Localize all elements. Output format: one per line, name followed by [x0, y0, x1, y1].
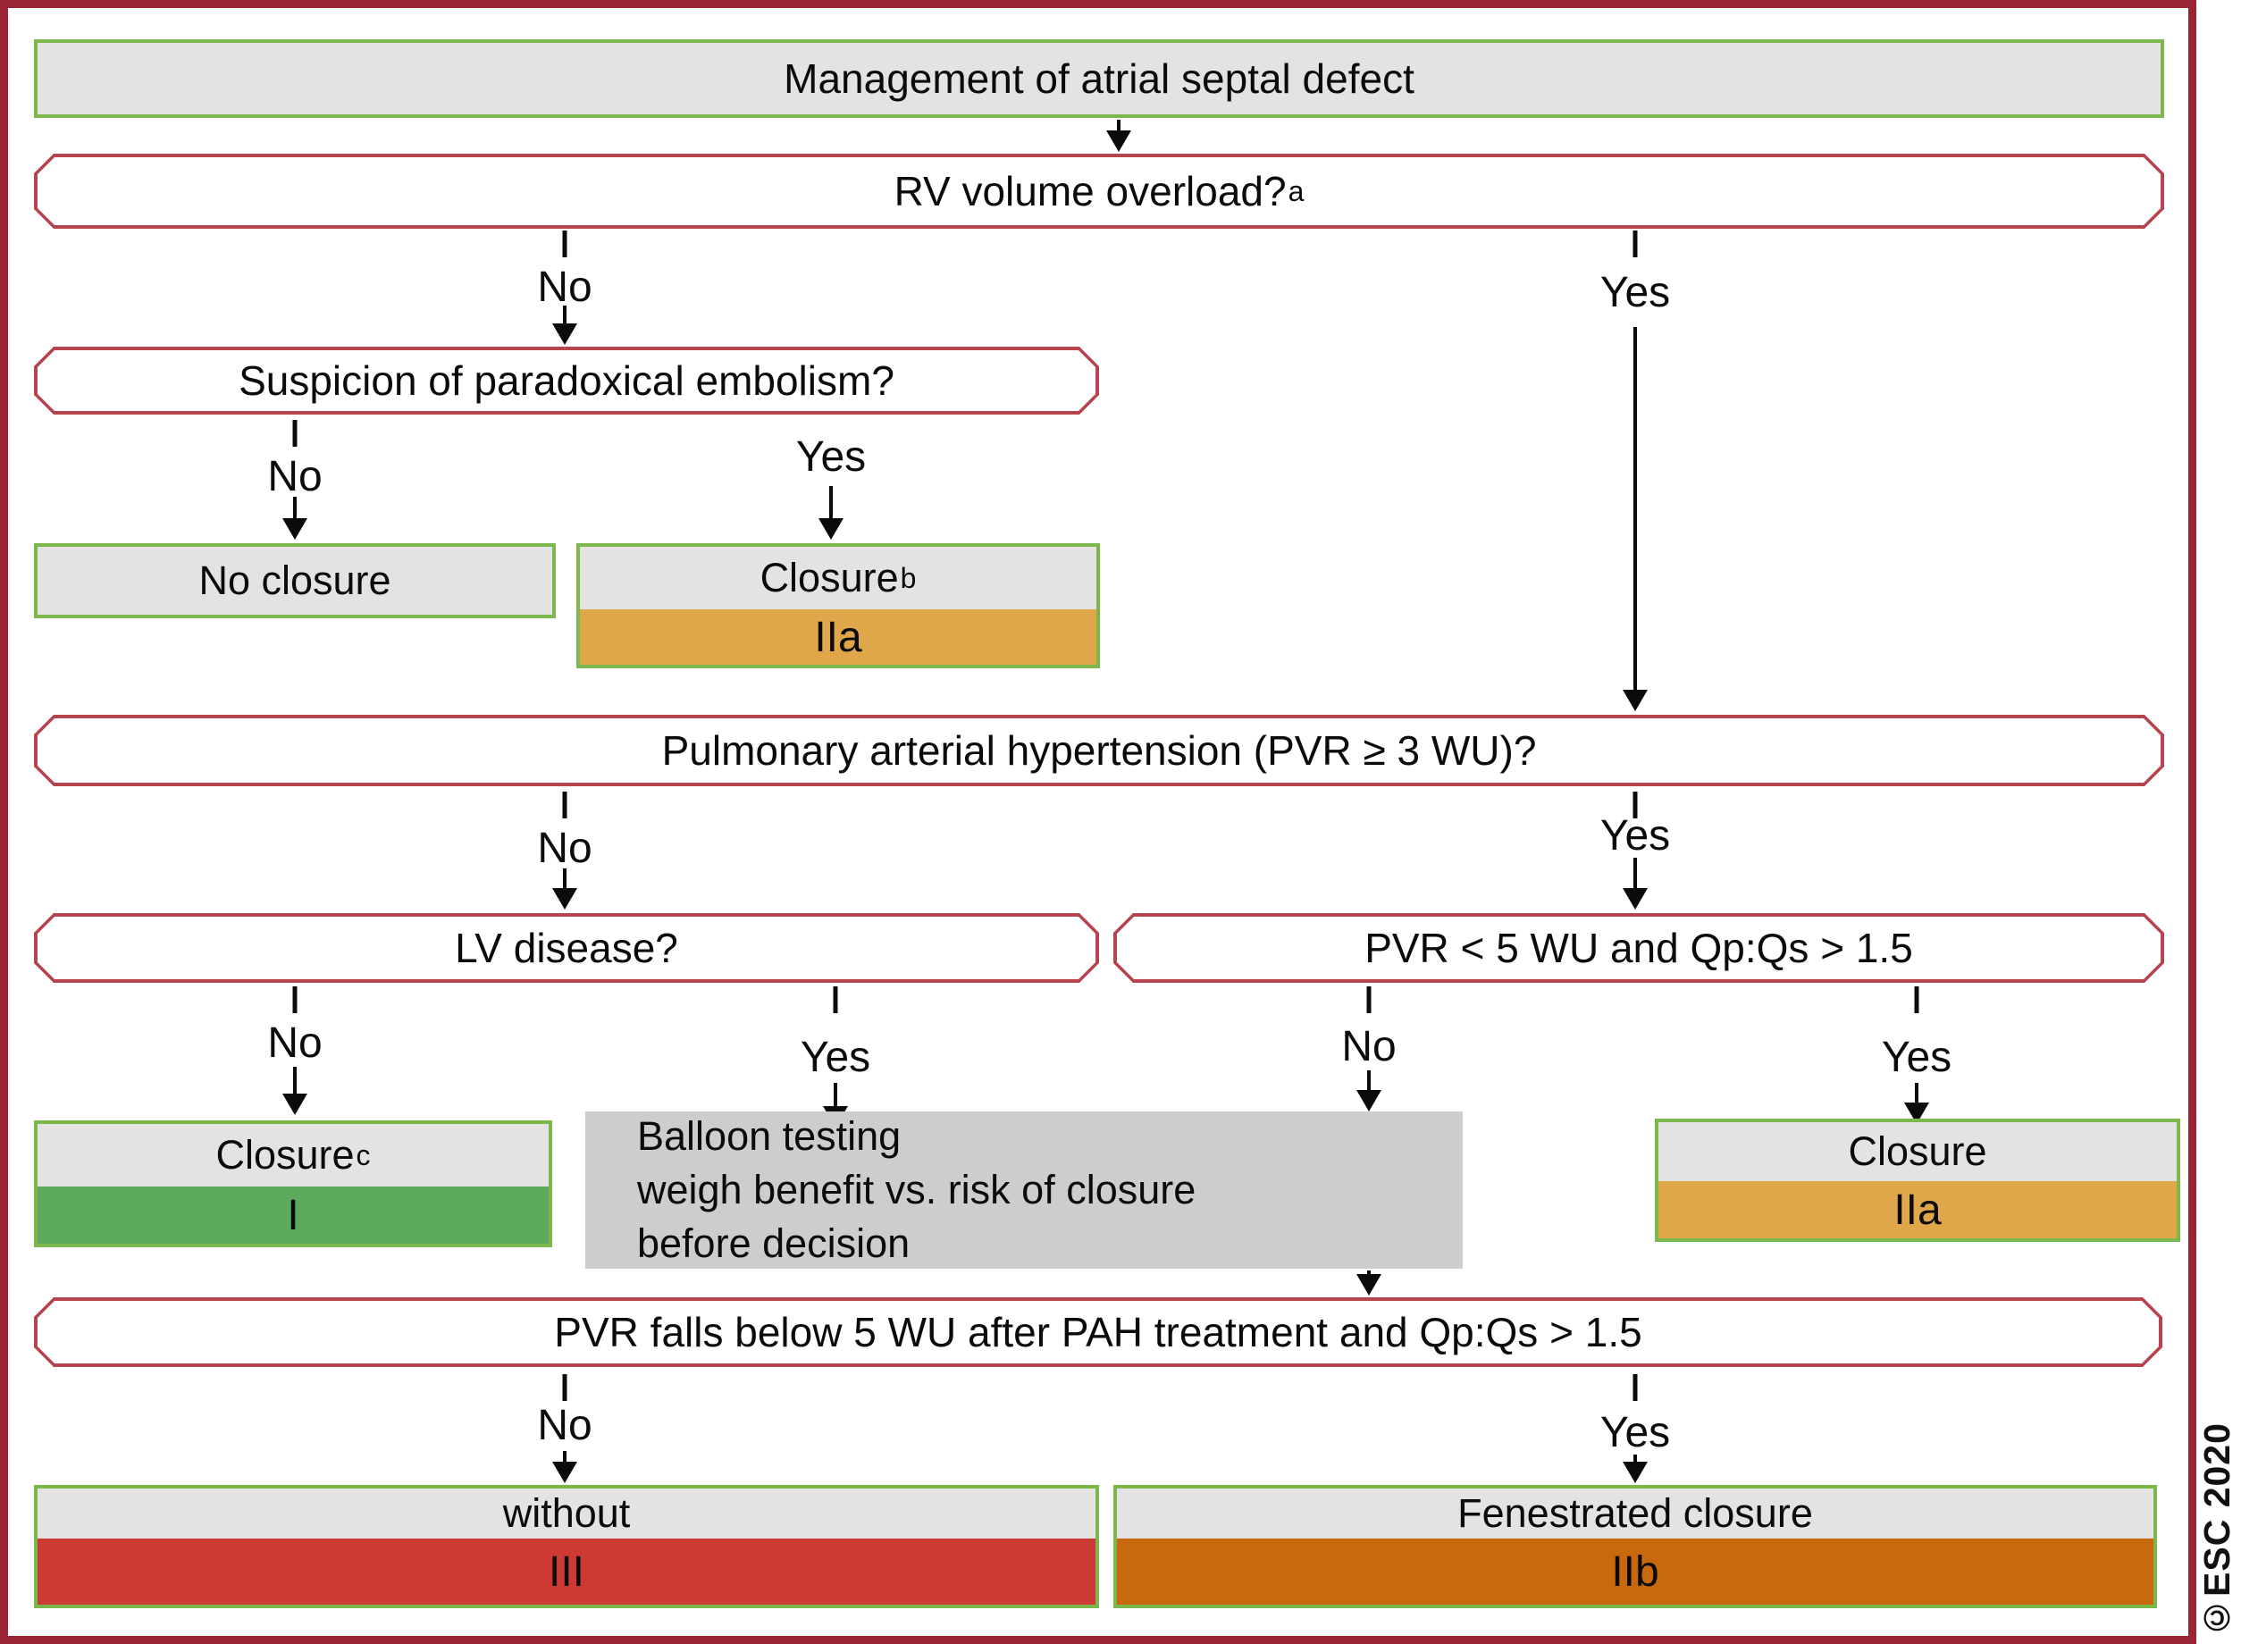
- balloon-line-1: Balloon testing: [637, 1113, 902, 1159]
- closure-c-text: Closure c: [215, 1132, 371, 1178]
- class-badge-IIa: IIa: [1658, 1181, 2177, 1238]
- arrow-balloon-to-pvrfalls: [1356, 1270, 1382, 1296]
- pvr5-question-box: PVR < 5 WU and Qp:Qs > 1.5: [1113, 913, 2164, 983]
- class-badge-IIb: IIb: [1117, 1539, 2153, 1605]
- fenestrated-closure-box: Fenestrated closure IIb: [1113, 1485, 2157, 1608]
- dashed-tick: [562, 231, 567, 257]
- branch-label-no-pvrfalls: No: [537, 1402, 592, 1449]
- branch-label-yes-lv: Yes: [800, 1034, 871, 1081]
- arrow-pah-yes: [1622, 858, 1649, 910]
- branch-label-yes-pvrfalls: Yes: [1599, 1409, 1671, 1456]
- arrow-suspicion-no: [281, 497, 308, 540]
- dashed-tick: [1914, 986, 1919, 1013]
- pah-question-box: Pulmonary arterial hypertension (PVR ≥ 3…: [34, 715, 2164, 786]
- dashed-tick: [1632, 231, 1638, 257]
- lv-question-box: LV disease?: [34, 913, 1099, 983]
- pvr5-question-text: PVR < 5 WU and Qp:Qs > 1.5: [1117, 917, 2161, 979]
- dashed-tick: [292, 420, 298, 447]
- no-closure-box: No closure: [34, 543, 556, 618]
- esc-copyright: ©ESC 2020: [2196, 1422, 2237, 1639]
- lv-question-text: LV disease?: [38, 917, 1095, 979]
- dashed-tick: [1366, 986, 1372, 1013]
- arrow-rv-no: [551, 306, 578, 345]
- balloon-line-2: weigh benefit vs. risk of closure: [637, 1167, 1196, 1212]
- arrow-rv-yes-long: [1622, 327, 1649, 711]
- arrow-pah-no: [551, 868, 578, 910]
- dashed-tick: [292, 986, 298, 1013]
- without-box: without III: [34, 1485, 1099, 1608]
- no-closure-text: No closure: [198, 558, 391, 603]
- closure-iia-text: Closure: [1848, 1128, 1987, 1174]
- dashed-tick: [562, 1374, 567, 1401]
- without-text: without: [502, 1490, 631, 1536]
- branch-label-yes-rv: Yes: [1599, 269, 1671, 316]
- branch-label-no-suspicion: No: [267, 453, 323, 500]
- arrow-pvrfalls-yes: [1622, 1455, 1649, 1483]
- arrow-pvr5-yes: [1903, 1083, 1930, 1124]
- branch-label-yes-pvr5: Yes: [1881, 1034, 1952, 1081]
- suspicion-question-box: Suspicion of paradoxical embolism?: [34, 347, 1099, 415]
- branch-label-yes-pah: Yes: [1599, 812, 1671, 860]
- branch-label-no-pah: No: [537, 825, 592, 872]
- class-badge-IIa: IIa: [580, 609, 1096, 665]
- fenestrated-closure-text: Fenestrated closure: [1457, 1490, 1813, 1536]
- dashed-tick: [1632, 1374, 1638, 1401]
- branch-label-yes-suspicion: Yes: [795, 433, 867, 481]
- rv-question-text: RV volume overload? a: [38, 157, 2161, 225]
- branch-label-no-lv: No: [267, 1019, 323, 1067]
- arrow-pvr5-no: [1356, 1070, 1382, 1111]
- closure-c-box: Closure c I: [34, 1120, 552, 1247]
- closure-iia-box: Closure IIa: [1655, 1119, 2180, 1242]
- suspicion-question-text: Suspicion of paradoxical embolism?: [38, 350, 1095, 411]
- class-badge-I: I: [38, 1187, 549, 1244]
- pvrfalls-question-text: PVR falls below 5 WU after PAH treatment…: [38, 1301, 2159, 1363]
- arrow-lv-no: [281, 1067, 308, 1115]
- page-title: Management of atrial septal defect: [784, 55, 1414, 102]
- dashed-tick: [1632, 792, 1638, 818]
- balloon-testing-box: Balloon testing weigh benefit vs. risk o…: [585, 1111, 1463, 1269]
- rv-question-box: RV volume overload? a: [34, 154, 2164, 229]
- arrow-pvrfalls-no: [551, 1451, 578, 1483]
- arrow-suspicion-yes: [818, 486, 844, 540]
- dashed-tick: [562, 792, 567, 818]
- class-badge-III: III: [38, 1539, 1095, 1605]
- balloon-line-3: before decision: [637, 1220, 911, 1266]
- arrow-title-to-rv: [1105, 120, 1132, 152]
- arrow-lv-yes: [822, 1083, 849, 1128]
- dashed-tick: [833, 986, 838, 1013]
- closure-b-box: Closure b IIa: [576, 543, 1100, 668]
- closure-b-text: Closure b: [760, 555, 917, 600]
- branch-label-no-pvr5: No: [1341, 1023, 1397, 1070]
- pvrfalls-question-box: PVR falls below 5 WU after PAH treatment…: [34, 1297, 2162, 1367]
- diagram-frame: [0, 0, 2196, 1644]
- branch-label-no-rv: No: [537, 264, 592, 311]
- pah-question-text: Pulmonary arterial hypertension (PVR ≥ 3…: [38, 718, 2161, 783]
- title-box: Management of atrial septal defect: [34, 39, 2164, 118]
